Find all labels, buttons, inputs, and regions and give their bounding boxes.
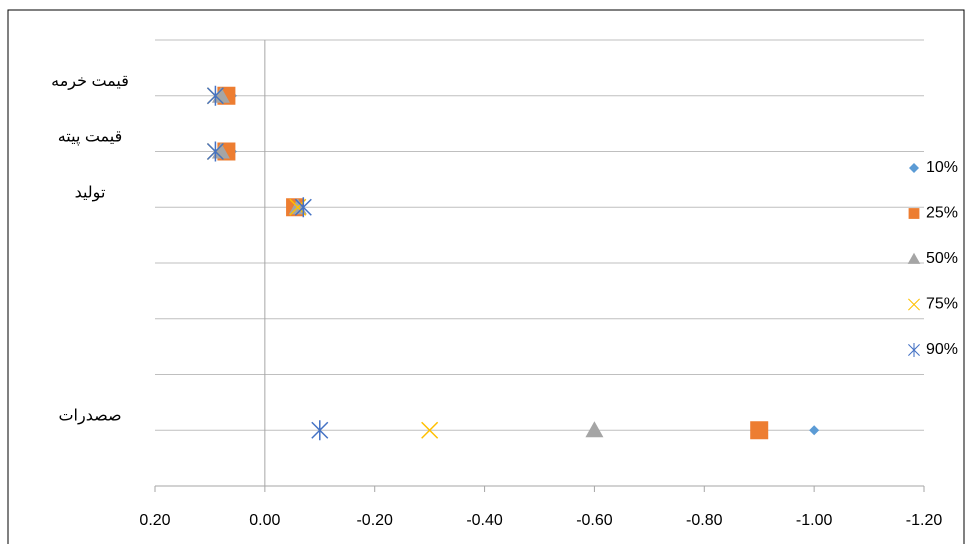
legend-label: 75% [926, 296, 958, 313]
x-tick-label: 0.20 [139, 512, 170, 529]
marker [311, 420, 329, 441]
marker [585, 421, 604, 438]
row-label: تولید [75, 184, 106, 202]
marker [211, 142, 230, 159]
row-label: قیمت خرمه [51, 73, 129, 91]
marker [909, 163, 919, 173]
marker [908, 342, 920, 357]
chart-border [7, 9, 965, 544]
x-tick-label: -0.80 [686, 512, 723, 529]
legend-label: 25% [926, 205, 958, 222]
legend-label: 90% [926, 341, 958, 358]
marker [211, 86, 230, 103]
x-tick-label: -0.20 [356, 512, 393, 529]
marker [908, 298, 920, 311]
x-tick-label: -1.00 [796, 512, 833, 529]
x-tick-label: -0.40 [466, 512, 503, 529]
legend-label: 10% [926, 159, 958, 176]
marker [908, 208, 920, 219]
marker [907, 252, 921, 264]
legend-label: 50% [926, 250, 958, 267]
marker [294, 197, 312, 218]
marker [206, 141, 224, 162]
marker [421, 421, 439, 439]
row-label: صصدرات [58, 407, 121, 425]
x-tick-label: -1.20 [906, 512, 943, 529]
marker [206, 85, 224, 106]
x-tick-label: -0.60 [576, 512, 613, 529]
x-tick-label: 0.00 [249, 512, 280, 529]
marker [809, 425, 820, 436]
row-label: قیمت پیته [58, 129, 123, 147]
marker [750, 421, 769, 440]
